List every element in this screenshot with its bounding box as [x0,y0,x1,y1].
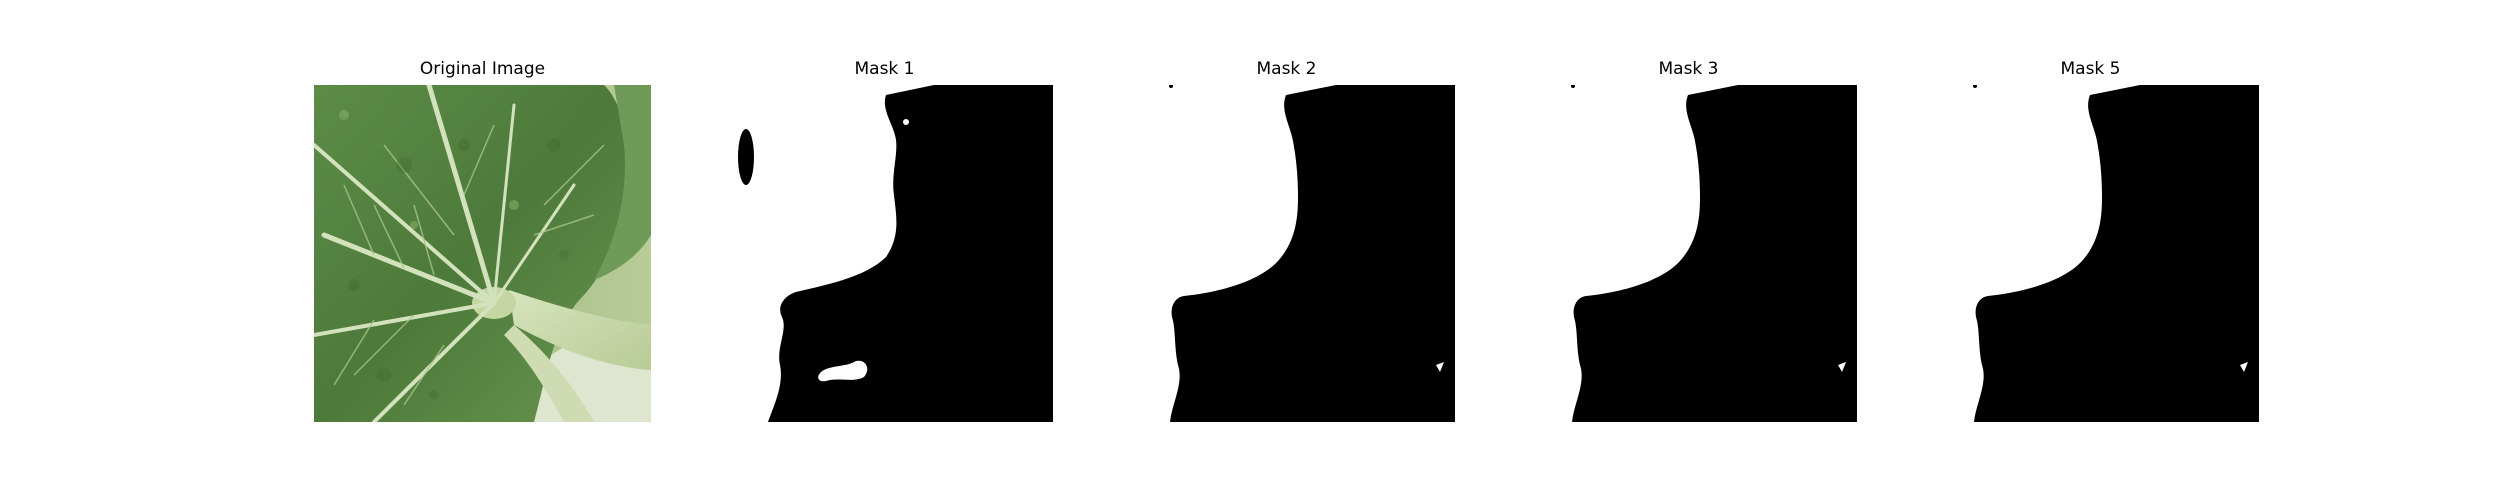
mask-1-image [716,85,1053,422]
mask-3-panel [1520,85,1857,422]
mask-1-panel [716,85,1053,422]
mask-2-image [1118,85,1455,422]
panel-title-mask-3: Mask 3 [1658,59,1719,79]
mask-2-panel [1118,85,1455,422]
mask-3-image [1520,85,1857,422]
panel-title-mask-1: Mask 1 [854,59,915,79]
panel-title-original-image: Original Image [419,59,546,79]
mask-5-image [1922,85,2259,422]
panel-title-mask-2: Mask 2 [1256,59,1317,79]
leaf-photo-image [314,85,651,422]
original-image-panel [314,85,651,422]
mask-5-panel [1922,85,2259,422]
panel-title-mask-5: Mask 5 [2060,59,2121,79]
